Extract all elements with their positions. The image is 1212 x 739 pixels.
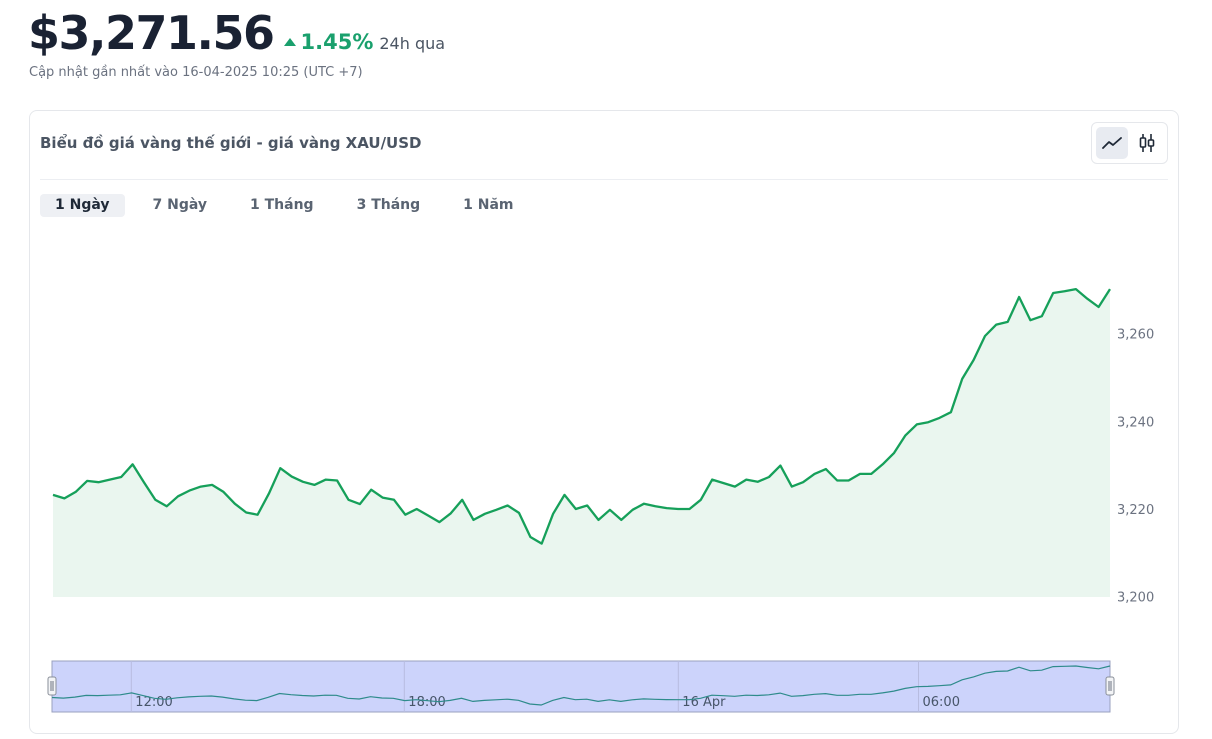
navigator-time-label: 12:00 — [135, 695, 172, 710]
chart-type-toggle — [1091, 122, 1168, 164]
navigator-time-label: 06:00 — [923, 695, 960, 710]
header-divider — [40, 179, 1168, 180]
line-chart-icon — [1101, 137, 1122, 149]
last-updated: Cập nhật gần nhất vào 16-04-2025 10:25 (… — [29, 65, 363, 80]
tab-7-days[interactable]: 7 Ngày — [152, 197, 208, 213]
current-price: $3,271.56 — [28, 6, 275, 60]
range-tabs: 1 Ngày 7 Ngày 1 Tháng 3 Tháng 1 Năm — [40, 194, 542, 217]
change-period: 24h qua — [379, 34, 446, 53]
candlestick-icon — [1139, 134, 1155, 152]
price-header: $3,271.56 1.45% 24h qua — [28, 6, 445, 62]
navigator-left-handle[interactable] — [47, 676, 57, 696]
price-area-fill — [53, 289, 1110, 597]
tab-1-year[interactable]: 1 Năm — [463, 197, 514, 213]
line-chart-button[interactable] — [1096, 127, 1128, 159]
chart-title: Biểu đồ giá vàng thế giới - giá vàng XAU… — [40, 134, 422, 152]
tab-1-month[interactable]: 1 Tháng — [250, 197, 314, 213]
price-line — [52, 287, 1111, 545]
navigator-right-handle[interactable] — [1105, 676, 1115, 696]
candlestick-button[interactable] — [1132, 127, 1164, 159]
price-change: 1.45% 24h qua — [283, 30, 446, 54]
y-tick-label: 3,200 — [1117, 591, 1154, 606]
tab-3-months[interactable]: 3 Tháng — [356, 197, 421, 213]
y-tick-label: 3,220 — [1117, 503, 1154, 518]
navigator-time-label: 18:00 — [408, 695, 445, 710]
y-tick-label: 3,240 — [1117, 415, 1154, 430]
y-tick-label: 3,260 — [1117, 328, 1154, 343]
arrow-up-icon — [283, 38, 296, 46]
change-percent: 1.45% — [300, 30, 374, 54]
tab-1-day[interactable]: 1 Ngày — [40, 194, 125, 217]
navigator-line — [51, 665, 1111, 706]
